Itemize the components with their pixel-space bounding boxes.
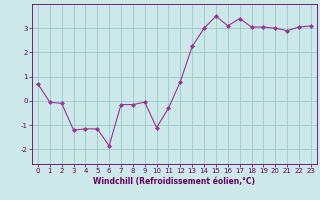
X-axis label: Windchill (Refroidissement éolien,°C): Windchill (Refroidissement éolien,°C) xyxy=(93,177,255,186)
